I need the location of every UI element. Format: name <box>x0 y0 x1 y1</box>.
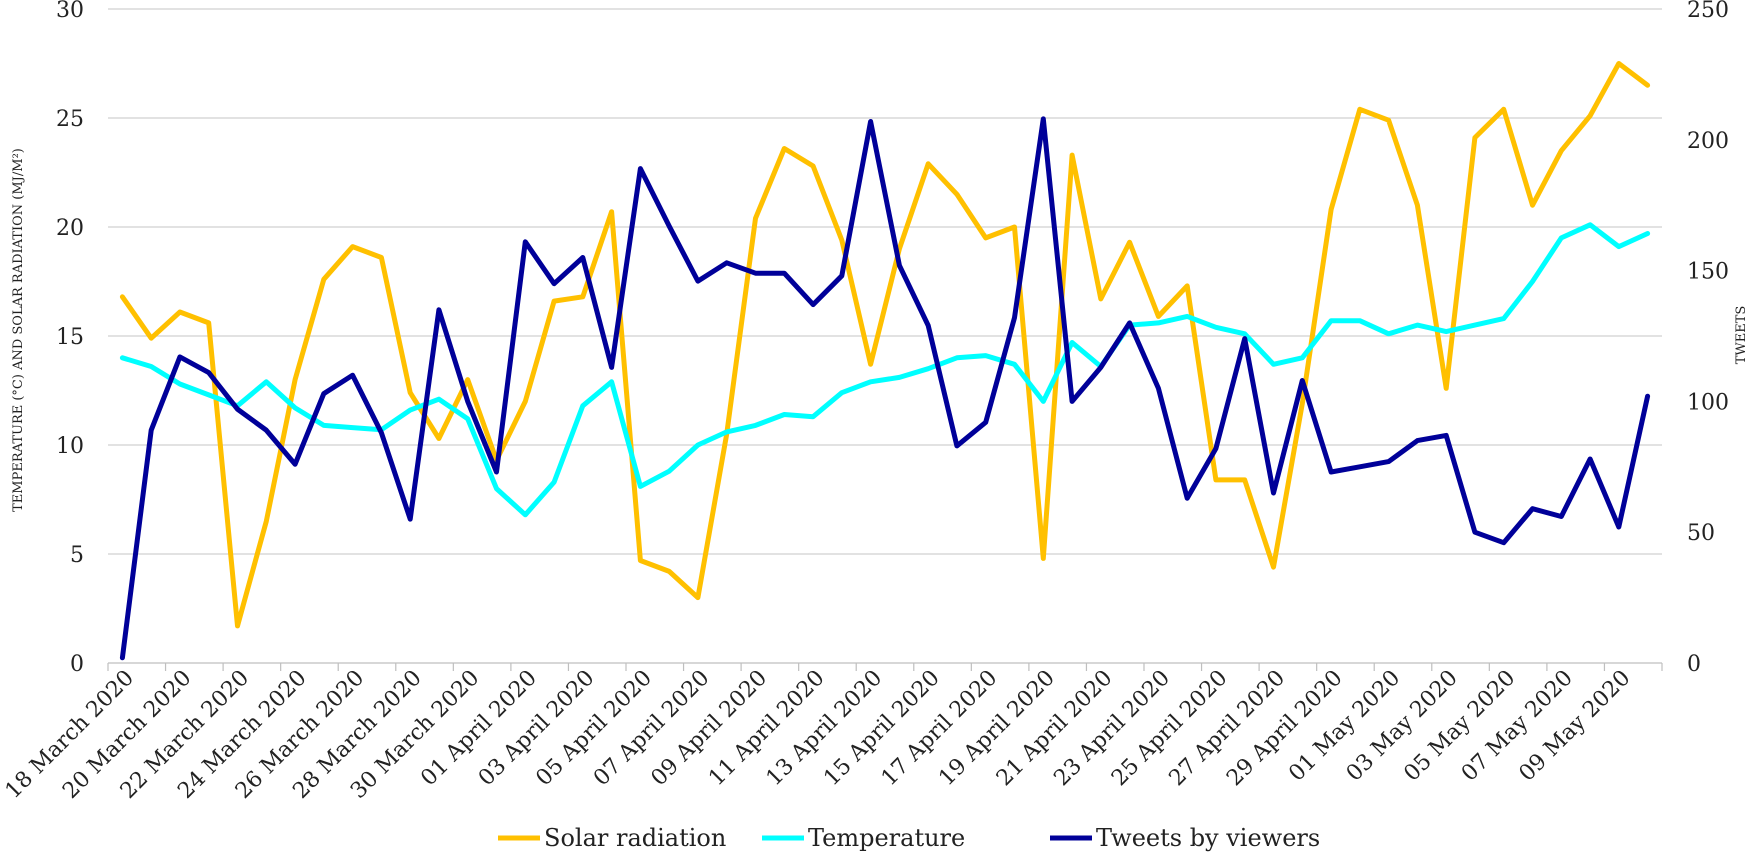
left-tick-label: 20 <box>56 216 84 241</box>
left-axis-title: TEMPERATURE (°C) AND SOLAR RADIATION (MJ… <box>11 148 26 512</box>
gridlines <box>108 8 1662 664</box>
right-tick-label: 250 <box>1687 0 1729 23</box>
legend: Solar radiation Temperature Tweets by view… <box>498 824 1320 852</box>
series-lines <box>119 61 1651 661</box>
right-axis-title: TWEETS <box>1734 306 1749 365</box>
right-tick-label: 0 <box>1687 652 1701 677</box>
left-tick-label: 25 <box>56 107 84 132</box>
right-axis-ticks: 0 50 100 150 200 250 <box>1687 0 1729 677</box>
left-tick-label: 15 <box>56 325 84 350</box>
left-axis-ticks: 0 5 10 15 20 25 30 <box>56 0 84 677</box>
right-tick-label: 50 <box>1687 521 1715 546</box>
legend-label: Temperature <box>808 824 965 852</box>
left-tick-label: 5 <box>70 543 84 568</box>
left-tick-label: 0 <box>70 652 84 677</box>
right-tick-label: 150 <box>1687 260 1729 285</box>
legend-label: Solar radiation <box>544 824 726 852</box>
left-tick-label: 10 <box>56 434 84 459</box>
series-line-2 <box>119 116 1651 661</box>
left-tick-label: 30 <box>56 0 84 23</box>
series-line-0 <box>119 61 1651 629</box>
series-line-1 <box>119 222 1651 518</box>
right-tick-label: 200 <box>1687 129 1729 154</box>
right-tick-label: 100 <box>1687 390 1729 415</box>
legend-label: Tweets by viewers <box>1096 824 1320 852</box>
